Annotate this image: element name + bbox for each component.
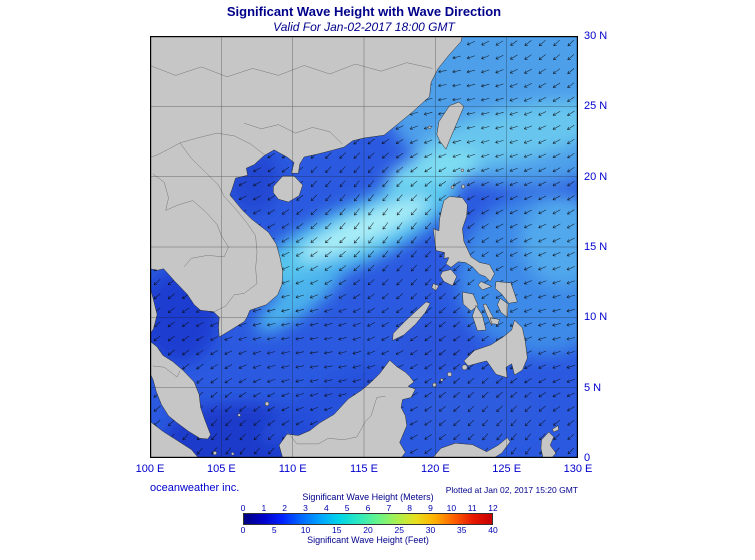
- landmass-cebu: [482, 303, 494, 327]
- meter-tick: 9: [428, 503, 433, 513]
- landmass-sumatra: [150, 421, 199, 458]
- meter-tick: 5: [344, 503, 350, 513]
- ocean-color-blob: [520, 195, 578, 285]
- country-border: [150, 132, 265, 158]
- page-title: Significant Wave Height with Wave Direct…: [226, 4, 502, 19]
- lat-label: 20 N: [584, 170, 608, 183]
- latlon-grid-layer: [150, 36, 578, 458]
- meter-tick: 7: [386, 503, 392, 513]
- meter-tick: 3: [303, 503, 308, 513]
- country-border: [286, 395, 386, 445]
- feet-tick: 40: [488, 525, 498, 535]
- ocean-color-blob: [256, 259, 347, 333]
- small-island: [440, 378, 444, 382]
- feet-tick: 5: [271, 525, 277, 535]
- lat-label: 25 N: [584, 100, 608, 113]
- small-island: [231, 452, 235, 456]
- land-layer: [150, 36, 559, 458]
- country-border: [150, 62, 433, 78]
- small-island: [461, 184, 466, 189]
- meter-tick: 0: [240, 503, 246, 513]
- small-island: [427, 125, 432, 130]
- feet-tick: 30: [425, 525, 436, 535]
- feet-tick: 10: [300, 525, 311, 535]
- feet-tick: 15: [332, 525, 342, 535]
- colorbar: [243, 513, 493, 525]
- meter-tick: 10: [446, 503, 457, 513]
- landmass-malay-peninsula: [150, 340, 211, 440]
- lon-label: 105 E: [206, 463, 236, 475]
- legend-title-meters: Significant Wave Height (Meters): [302, 492, 434, 502]
- legend-feet-ticks: 0 5 10 15 20 25 30 35 40: [240, 525, 498, 535]
- feet-tick: 0: [240, 525, 246, 535]
- meter-tick: 4: [323, 503, 329, 513]
- map-area: [150, 36, 578, 458]
- map-frame-border: [150, 36, 578, 458]
- landmass-halmahera: [540, 431, 557, 458]
- small-island: [212, 451, 217, 456]
- feet-tick: 35: [457, 525, 467, 535]
- meter-tick: 6: [365, 503, 371, 513]
- small-island: [264, 401, 270, 407]
- lat-label: 0: [584, 451, 591, 464]
- meter-tick: 12: [488, 503, 498, 513]
- lat-label: 30 N: [584, 30, 608, 42]
- small-island: [461, 364, 468, 371]
- landmass-mindoro: [440, 269, 457, 286]
- landmass-mindanao: [463, 319, 528, 379]
- meter-tick: 2: [282, 503, 288, 513]
- branding-text: oceanweather inc.: [150, 482, 240, 494]
- lon-label: 100 E: [135, 463, 165, 475]
- meter-tick: 11: [467, 503, 477, 513]
- landmass-mainland-asia: [150, 36, 463, 338]
- lon-label: 125 E: [492, 463, 522, 475]
- small-island: [447, 371, 453, 377]
- landmass-borneo: [278, 359, 416, 458]
- landmass-hainan: [273, 175, 303, 203]
- lon-label: 110 E: [278, 463, 307, 475]
- wave-map-svg: [150, 36, 578, 458]
- small-island: [450, 185, 455, 189]
- small-island: [460, 168, 465, 172]
- meter-tick: 1: [261, 503, 267, 513]
- landmass-negros: [472, 305, 487, 331]
- plotted-timestamp: Plotted at Jan 02, 2017 15:20 GMT: [445, 485, 578, 495]
- lon-label: 120 E: [420, 463, 450, 475]
- lon-label: 130 E: [563, 463, 593, 475]
- lon-label: 115 E: [350, 463, 378, 475]
- landmass-samar: [495, 281, 518, 304]
- landmass-panay: [462, 291, 479, 312]
- country-border: [152, 173, 229, 267]
- ocean-color-blob: [415, 380, 536, 446]
- landmass-sulawesi: [432, 437, 511, 458]
- small-island: [237, 413, 241, 417]
- lat-label: 5 N: [584, 381, 602, 394]
- legend-title-feet: Significant Wave Height (Feet): [307, 535, 429, 545]
- landmass-luzon: [432, 196, 495, 282]
- landmass-morotai: [552, 425, 559, 433]
- lat-label: 15 N: [584, 240, 608, 253]
- small-island: [432, 382, 437, 388]
- ocean-color-blob: [260, 363, 396, 446]
- country-border: [244, 122, 343, 145]
- meter-tick: 8: [407, 503, 413, 513]
- lat-label: 10 N: [584, 311, 608, 324]
- landmass-thai-peninsula-strip: [150, 286, 158, 335]
- country-border: [152, 365, 181, 378]
- landmass-masbate: [477, 281, 492, 291]
- landmass-palawan: [392, 301, 431, 341]
- valid-time-subtitle: Valid For Jan-02-2017 18:00 GMT: [273, 20, 455, 34]
- feet-tick: 25: [394, 525, 404, 535]
- legend-meter-ticks: 0 1 2 3 4 5 6 7 8 9 10 11 12: [240, 503, 498, 513]
- feet-tick: 20: [363, 525, 373, 535]
- landmass-bohol: [490, 317, 500, 325]
- landmass-taiwan: [436, 101, 465, 150]
